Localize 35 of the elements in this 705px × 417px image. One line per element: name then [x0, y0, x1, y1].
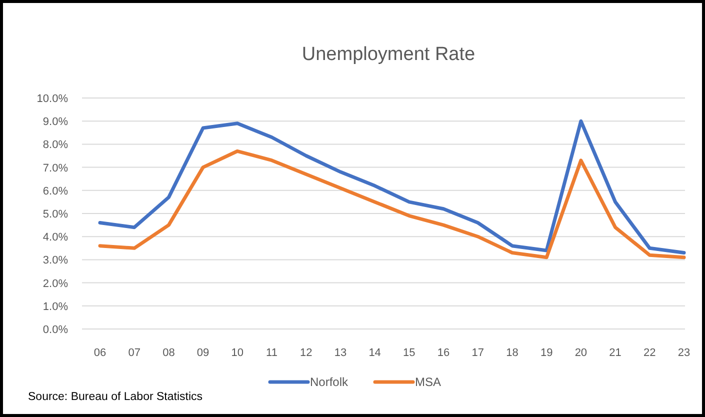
- x-tick-label: 20: [574, 347, 588, 359]
- x-tick-label: 18: [506, 347, 518, 359]
- legend-label: Norfolk: [310, 375, 350, 389]
- x-tick-label: 21: [609, 347, 622, 359]
- line-series: [98, 149, 686, 260]
- y-tick-label: 5.0%: [42, 208, 68, 220]
- y-tick-label: 7.0%: [42, 162, 68, 174]
- x-tick-label: 22: [644, 347, 656, 359]
- x-tick-label: 08: [162, 347, 175, 359]
- y-tick-label: 1.0%: [42, 300, 68, 313]
- x-tick-label: 16: [437, 347, 450, 359]
- y-tick-label: 0.0%: [42, 324, 68, 336]
- x-tick-label: 15: [403, 347, 416, 359]
- legend-label: MSA: [415, 375, 442, 389]
- x-tick-label: 10: [231, 347, 244, 359]
- y-tick-label: 9.0%: [42, 116, 68, 128]
- x-tick-label: 06: [94, 347, 106, 359]
- y-tick-label: 8.0%: [42, 139, 68, 152]
- x-tick-label: 19: [540, 347, 553, 359]
- x-tick-label: 11: [266, 347, 278, 359]
- y-tick-label: 2.0%: [42, 278, 68, 290]
- x-tick-label: 17: [472, 347, 484, 359]
- chart-title: Unemployment Rate: [302, 44, 476, 65]
- x-tick-label: 13: [334, 347, 347, 359]
- y-tick-label: 6.0%: [42, 185, 68, 198]
- y-tick-label: 3.0%: [42, 254, 68, 267]
- x-tick-label: 12: [300, 347, 312, 359]
- line-series: [98, 119, 686, 255]
- x-tick-label: 07: [128, 347, 140, 359]
- x-tick-label: 23: [678, 347, 690, 359]
- y-tick-label: 10.0%: [36, 93, 68, 105]
- x-tick-label: 09: [196, 347, 210, 359]
- x-tick-label: 14: [368, 347, 381, 359]
- source-note: Source: Bureau of Labor Statistics: [28, 391, 203, 403]
- y-tick-label: 4.0%: [42, 232, 68, 244]
